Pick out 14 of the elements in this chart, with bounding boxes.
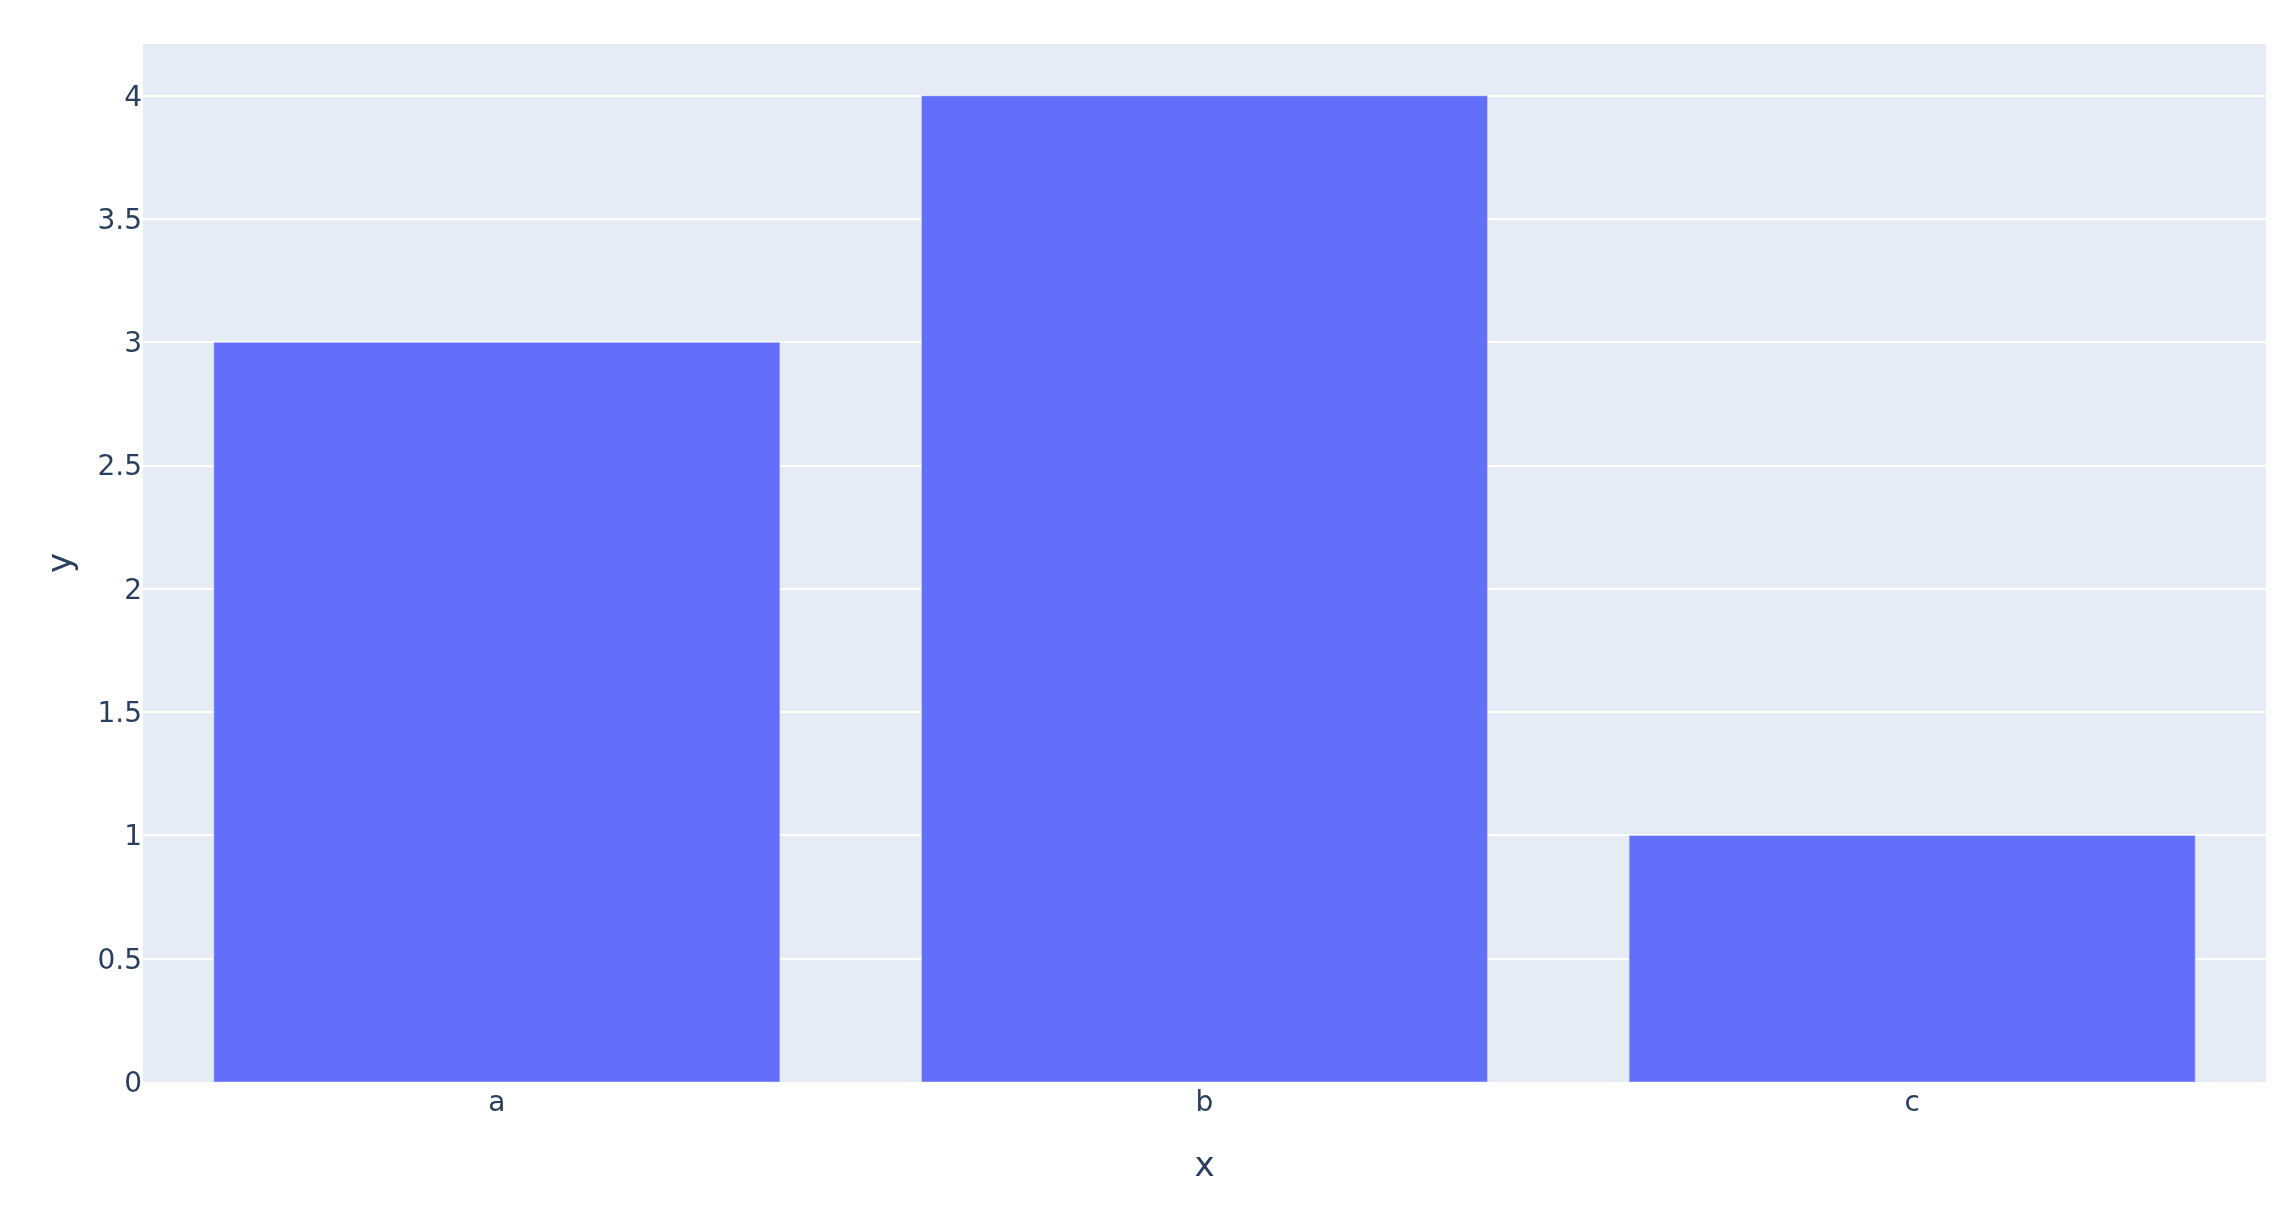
x-tick-label: a: [488, 1085, 506, 1118]
x-tick-label: c: [1904, 1085, 1920, 1118]
y-tick-label: 4: [124, 79, 142, 113]
y-tick-label: 2: [124, 572, 142, 606]
y-tick-label: 1: [124, 819, 142, 853]
y-tick-label: 2.5: [97, 449, 142, 483]
y-tick-label: 1.5: [97, 695, 142, 729]
y-tick-label: 0.5: [97, 942, 142, 976]
x-tick-label: b: [1195, 1085, 1214, 1118]
x-axis-title: x: [1194, 1144, 1215, 1185]
y-axis-title: y: [39, 552, 80, 574]
y-tick-label: 3.5: [97, 202, 142, 236]
y-tick-label: 0: [124, 1065, 142, 1099]
y-tick-label: 3: [124, 326, 142, 360]
